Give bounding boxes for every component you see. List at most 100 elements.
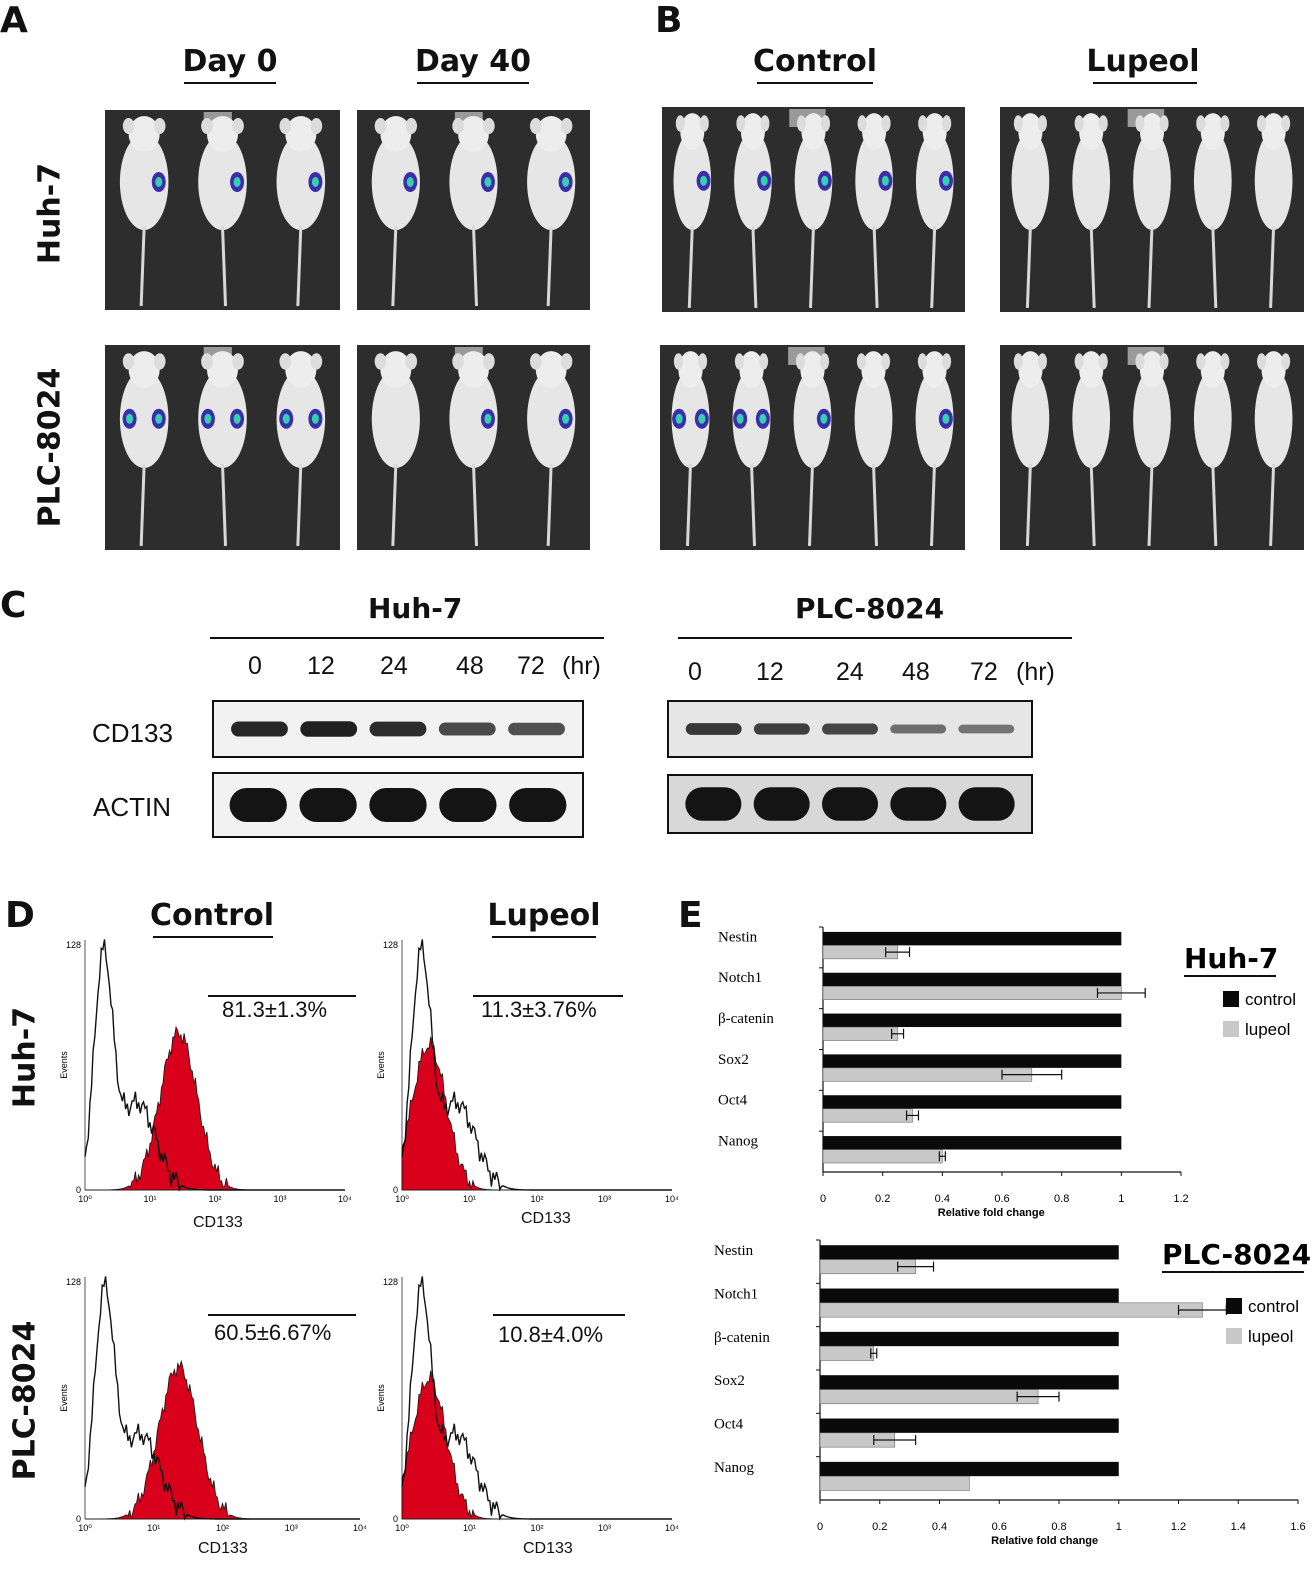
- x-tick-label: 10¹: [463, 1194, 476, 1204]
- histogram-xlabel: CD133: [521, 1210, 571, 1227]
- gene-label: Nestin: [714, 1243, 754, 1259]
- blot-band: [890, 724, 947, 734]
- y-tick-min: 0: [76, 1514, 81, 1524]
- timepoint-unit: (hr): [1016, 658, 1055, 686]
- bar-lupeol: [819, 1389, 1039, 1405]
- x-tick-label: 0.4: [935, 1193, 950, 1205]
- x-tick-label: 10⁴: [353, 1523, 367, 1533]
- percent-huh7-control: 81.3±1.3%: [222, 997, 328, 1022]
- x-tick-label: 10²: [530, 1523, 543, 1533]
- underline: [210, 637, 604, 639]
- panel-a-header-day40: Day 40: [415, 44, 531, 79]
- gene-label: Nanog: [714, 1460, 754, 1476]
- chart-title: PLC-8024: [1162, 1238, 1310, 1271]
- y-axis-label: Events: [376, 1051, 386, 1079]
- blot-actin-plc: [667, 774, 1033, 834]
- blot-band: [685, 723, 742, 735]
- bar-lupeol: [822, 1108, 913, 1123]
- mouse: [1072, 113, 1111, 308]
- x-tick-label: 10⁰: [78, 1523, 92, 1533]
- bar-lupeol: [819, 1345, 875, 1361]
- gene-label: Oct4: [714, 1417, 744, 1433]
- x-tick-label: 10¹: [463, 1523, 476, 1533]
- x-tick-label: 10²: [216, 1523, 229, 1533]
- isotype-histogram: [84, 939, 345, 1192]
- mouse: [1254, 351, 1293, 546]
- bar-lupeol: [822, 1149, 943, 1164]
- x-tick-label: 10¹: [143, 1194, 156, 1204]
- x-tick-label: 0: [817, 1521, 823, 1533]
- mouse-image: [660, 345, 965, 550]
- x-tick-label: 0.8: [1054, 1193, 1069, 1205]
- cd133-histogram: [85, 1359, 360, 1520]
- blot-band: [958, 787, 1015, 821]
- timepoint-label: 12: [756, 658, 784, 686]
- y-tick-max: 128: [66, 1277, 81, 1287]
- y-axis-label: Events: [376, 1384, 386, 1412]
- x-tick-label: 1: [1116, 1521, 1122, 1533]
- histogram-xlabel: CD133: [198, 1540, 248, 1557]
- mouse: [794, 113, 833, 308]
- histogram-xlabel: CD133: [523, 1540, 573, 1557]
- blot-band: [508, 722, 565, 736]
- mouse: [276, 351, 326, 546]
- bar-control: [820, 1245, 1119, 1260]
- blot-band: [685, 787, 742, 821]
- panel-letter-e: E: [678, 895, 703, 936]
- mouse-image: [662, 107, 965, 312]
- gene-label: Oct4: [718, 1093, 748, 1109]
- legend-label: lupeol: [1245, 1020, 1290, 1039]
- flow-histogram-huh7-lupeol: 128 0 Events 10⁰ 10¹ 10² 10³ 10⁴: [372, 918, 682, 1238]
- mouse-image: [105, 110, 340, 310]
- blot-band: [231, 721, 288, 737]
- x-tick-label: 10⁴: [665, 1194, 679, 1204]
- cd133-histogram: [401, 1036, 672, 1191]
- blot-band: [890, 787, 947, 821]
- timepoint-unit: (hr): [562, 652, 601, 680]
- x-tick-label: 0.4: [932, 1521, 947, 1533]
- panel-b-header-control: Control: [752, 44, 877, 79]
- legend-swatch: [1226, 1298, 1242, 1314]
- legend-swatch: [1226, 1328, 1242, 1344]
- gene-label: Nestin: [718, 929, 758, 945]
- histogram-xlabel: CD133: [193, 1214, 243, 1231]
- western-plc-title: PLC-8024: [795, 592, 945, 625]
- isotype-histogram: [84, 1276, 360, 1521]
- underline: [417, 82, 529, 84]
- y-tick-min: 0: [393, 1185, 398, 1195]
- blot-band: [229, 787, 287, 823]
- y-tick-max: 128: [383, 1277, 398, 1287]
- x-tick-label: 10²: [530, 1194, 543, 1204]
- x-tick-label: 1.2: [1173, 1193, 1188, 1205]
- mouse: [1254, 113, 1293, 308]
- y-tick-max: 128: [66, 940, 81, 950]
- blot-band: [439, 787, 497, 823]
- cd133-histogram: [85, 1025, 345, 1191]
- mouse: [1011, 113, 1050, 308]
- underline: [678, 637, 1072, 639]
- y-axis-label: Events: [59, 1384, 69, 1412]
- bar-chart-huh7: Nestin Notch1 β-catenin Sox2 Oct4 Nanog 0 0.2 0.…: [700, 915, 1310, 1235]
- mouse: [119, 351, 169, 546]
- bar-lupeol: [822, 1067, 1033, 1082]
- mouse-image: [1000, 107, 1304, 312]
- x-axis-label: Relative fold change: [991, 1535, 1098, 1547]
- gene-label: Notch1: [718, 970, 762, 986]
- y-tick-min: 0: [76, 1185, 81, 1195]
- bar-control: [823, 931, 1122, 946]
- isotype-histogram: [401, 939, 672, 1192]
- blot-band: [299, 787, 357, 823]
- bar-lupeol: [822, 1026, 898, 1041]
- mouse: [198, 116, 247, 307]
- x-tick-label: 0.2: [872, 1521, 887, 1533]
- x-tick-label: 0.2: [875, 1193, 890, 1205]
- timepoint-label: 48: [902, 658, 930, 686]
- cd133-label: CD133: [92, 718, 173, 748]
- legend-swatch: [1223, 991, 1239, 1007]
- x-tick-label: 0.6: [992, 1521, 1007, 1533]
- gene-label: Notch1: [714, 1287, 758, 1303]
- mouse: [371, 116, 420, 307]
- gate-line: [493, 1314, 625, 1316]
- flow-histogram-huh7-control: 128 0 Events 10⁰ 10¹ 10² 10³ 10⁴: [55, 918, 355, 1238]
- percent-huh7-lupeol: 11.3±3.76%: [481, 997, 597, 1022]
